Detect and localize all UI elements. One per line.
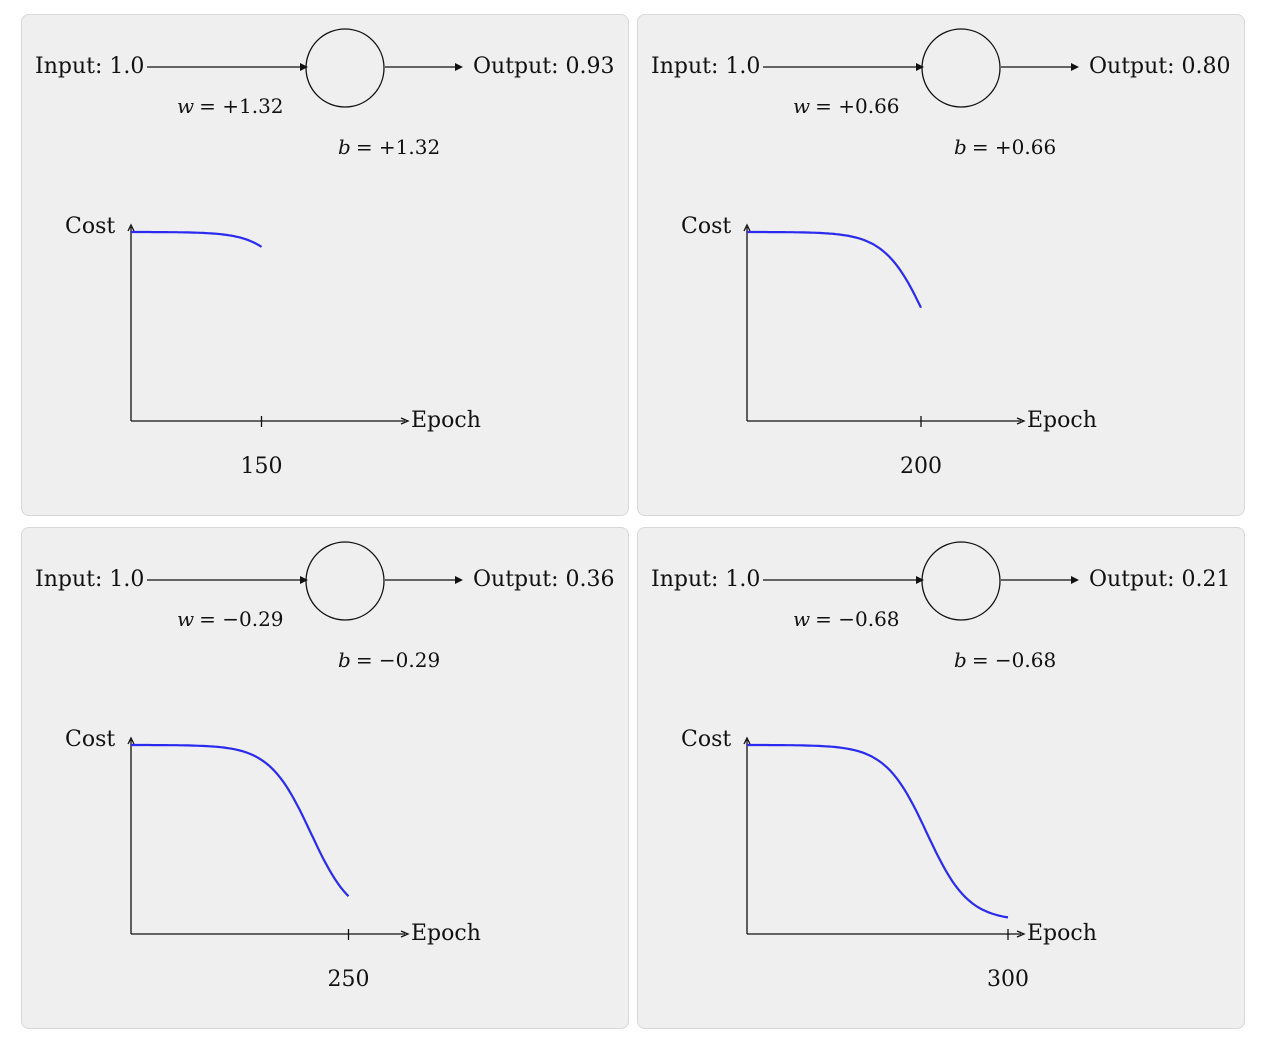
weight-label: w = −0.68	[793, 607, 900, 631]
bias-label: b = −0.68	[954, 648, 1056, 672]
output-arrowhead	[1071, 63, 1079, 71]
cost-axis-label: Cost	[681, 214, 731, 239]
cost-axis-arrowhead	[127, 736, 135, 745]
neuron-circle	[921, 28, 1001, 108]
epoch-axis-arrowhead	[400, 417, 410, 425]
cost-axis-arrowhead	[743, 736, 751, 745]
input-label: Input: 1.0	[35, 567, 144, 592]
cost-axis-label: Cost	[681, 727, 731, 752]
cost-axis-arrowhead	[127, 223, 135, 232]
epoch-axis-arrowhead	[1016, 930, 1026, 938]
output-label: Output: 0.93	[473, 54, 615, 79]
input-arrowhead	[300, 576, 308, 584]
output-arrowhead	[455, 63, 463, 71]
weight-label: w = −0.29	[177, 607, 284, 631]
input-label: Input: 1.0	[651, 54, 760, 79]
neuron-diagram: Input: 1.0 Output: 0.36 w = −0.29 b = −0.2…	[35, 541, 615, 992]
epoch-tick-label: 150	[241, 454, 283, 479]
neuron-diagram: Input: 1.0 Output: 0.21 w = −0.68 b = −0.6…	[651, 541, 1231, 992]
output-label: Output: 0.36	[473, 567, 615, 592]
cost-curve	[131, 230, 263, 248]
output-label: Output: 0.80	[1089, 54, 1231, 79]
cost-axis-label: Cost	[65, 214, 115, 239]
epoch-tick-label: 250	[328, 967, 370, 992]
cost-axis-label: Cost	[65, 727, 115, 752]
input-label: Input: 1.0	[35, 54, 144, 79]
output-label: Output: 0.21	[1089, 567, 1231, 592]
input-arrowhead	[916, 576, 924, 584]
neuron-circle	[305, 28, 385, 108]
epoch-axis-label: Epoch	[1027, 921, 1097, 946]
epoch-axis-label: Epoch	[1027, 408, 1097, 433]
neuron-panel-4: Input: 1.0 Output: 0.21 w = −0.68 b = −0.6…	[637, 527, 1245, 1029]
cost-curve	[131, 743, 350, 898]
neuron-panel-2: Input: 1.0 Output: 0.80 w = +0.66 b = +0.6…	[637, 14, 1245, 516]
epoch-tick-label: 200	[900, 454, 942, 479]
input-arrowhead	[916, 63, 924, 71]
bias-label: b = +1.32	[338, 135, 440, 159]
output-arrowhead	[1071, 576, 1079, 584]
cost-curve	[747, 743, 1009, 919]
epoch-axis-arrowhead	[400, 930, 410, 938]
output-arrowhead	[455, 576, 463, 584]
neuron-circle	[305, 541, 385, 621]
neuron-diagram: Input: 1.0 Output: 0.93 w = +1.32 b = +1.3…	[35, 28, 615, 479]
epoch-axis-label: Epoch	[411, 408, 481, 433]
neuron-diagram: Input: 1.0 Output: 0.80 w = +0.66 b = +0.6…	[651, 28, 1231, 479]
neuron-panel-1: Input: 1.0 Output: 0.93 w = +1.32 b = +1.3…	[21, 14, 629, 516]
cost-curve	[747, 230, 922, 309]
bias-label: b = −0.29	[338, 648, 440, 672]
input-arrowhead	[300, 63, 308, 71]
epoch-axis-label: Epoch	[411, 921, 481, 946]
epoch-tick-label: 300	[987, 967, 1029, 992]
bias-label: b = +0.66	[954, 135, 1056, 159]
cost-axis-arrowhead	[743, 223, 751, 232]
neuron-panel-3: Input: 1.0 Output: 0.36 w = −0.29 b = −0.2…	[21, 527, 629, 1029]
epoch-axis-arrowhead	[1016, 417, 1026, 425]
neuron-circle	[921, 541, 1001, 621]
input-label: Input: 1.0	[651, 567, 760, 592]
weight-label: w = +1.32	[177, 94, 284, 118]
weight-label: w = +0.66	[793, 94, 900, 118]
